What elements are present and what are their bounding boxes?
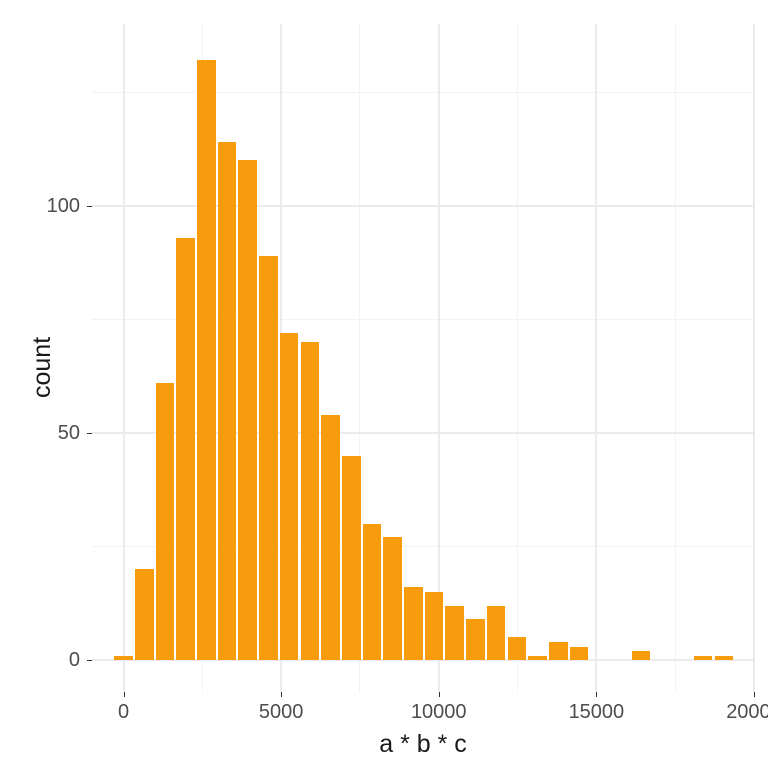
histogram-bar [176, 238, 195, 661]
x-tick [439, 692, 440, 697]
histogram-bar [487, 606, 506, 661]
histogram-bar [466, 619, 485, 660]
y-tick [87, 660, 92, 661]
histogram-bar [135, 569, 154, 660]
x-tick [124, 692, 125, 697]
histogram-bar [549, 642, 568, 660]
x-tick [281, 692, 282, 697]
x-tick-label: 5000 [241, 702, 321, 722]
histogram-bar [404, 587, 423, 660]
histogram-bar [114, 656, 133, 661]
histogram-bar [156, 383, 175, 660]
x-tick [754, 692, 755, 697]
plot-area [92, 24, 754, 692]
histogram-bar [694, 656, 713, 661]
histogram-bar [197, 60, 216, 660]
grid-major-v [123, 24, 125, 692]
x-tick-label: 0 [84, 702, 164, 722]
histogram-bar [570, 647, 589, 661]
histogram-chart: count a * b * c 0 5000 10000 15000 20000 0 50 1… [0, 0, 768, 768]
histogram-bar [632, 651, 651, 660]
x-tick-label: 15000 [556, 702, 636, 722]
y-tick-label: 0 [0, 650, 80, 670]
histogram-bar [715, 656, 734, 661]
grid-minor-h [92, 92, 754, 93]
x-tick-label: 10000 [399, 702, 479, 722]
x-tick-label: 20000 [714, 702, 768, 722]
grid-major-v [595, 24, 597, 692]
histogram-bar [218, 142, 237, 660]
histogram-bar [280, 333, 299, 660]
grid-major-v [753, 24, 755, 692]
y-tick [87, 433, 92, 434]
y-tick-label: 100 [0, 196, 80, 216]
grid-minor-v [517, 24, 518, 692]
histogram-bar [383, 537, 402, 660]
x-axis-title: a * b * c [0, 730, 768, 759]
histogram-bar [238, 160, 257, 660]
histogram-bar [321, 415, 340, 660]
histogram-bar [425, 592, 444, 660]
y-tick-label: 50 [0, 423, 80, 443]
histogram-bar [342, 456, 361, 660]
histogram-bar [528, 656, 547, 661]
histogram-bar [259, 256, 278, 660]
histogram-bar [445, 606, 464, 661]
histogram-bar [363, 524, 382, 660]
histogram-bar [508, 637, 527, 660]
histogram-bar [301, 342, 320, 660]
y-axis-title: count [28, 337, 57, 398]
grid-major-h [92, 205, 754, 207]
y-tick [87, 206, 92, 207]
x-tick [596, 692, 597, 697]
grid-minor-v [675, 24, 676, 692]
